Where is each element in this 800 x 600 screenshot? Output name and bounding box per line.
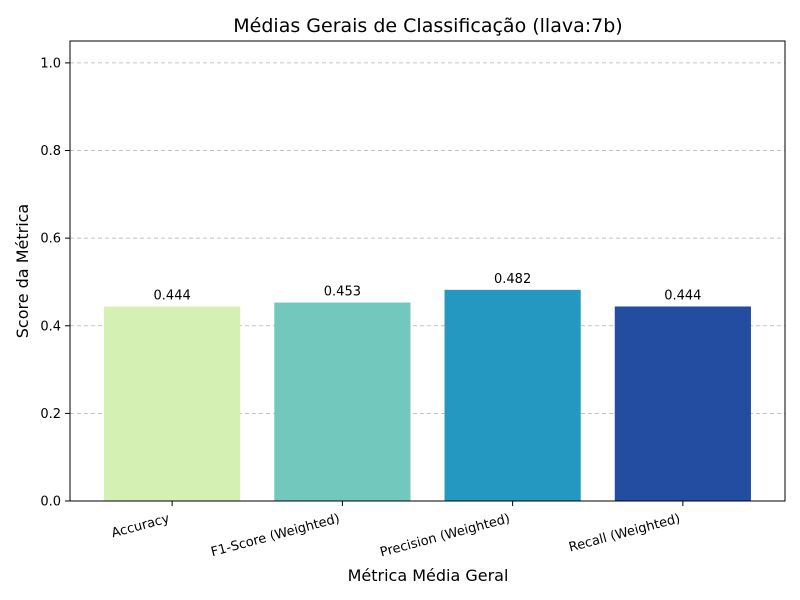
y-tick-label: 0.2 xyxy=(40,407,61,422)
x-axis-label: Métrica Média Geral xyxy=(348,566,509,585)
bar-value-label: 0.482 xyxy=(494,272,531,287)
bar-value-labels: 0.444 0.453 0.482 0.444 xyxy=(154,272,702,304)
y-axis-ticks: 0.0 0.2 0.4 0.6 0.8 1.0 xyxy=(40,56,70,510)
y-axis-label: Score da Métrica xyxy=(13,204,32,339)
x-tick-label: Recall (Weighted) xyxy=(567,511,682,555)
bar-value-label: 0.444 xyxy=(154,288,191,303)
y-tick-label: 0.4 xyxy=(40,319,61,334)
chart-title: Médias Gerais de Classificação (llava:7b… xyxy=(233,15,622,37)
y-tick-label: 0.0 xyxy=(40,495,61,510)
bar xyxy=(104,306,241,501)
plot-frame xyxy=(69,40,786,502)
y-tick-label: 0.8 xyxy=(40,144,61,159)
x-tick-label: F1-Score (Weighted) xyxy=(209,511,341,560)
y-tick-label: 1.0 xyxy=(40,56,61,71)
bar-value-label: 0.444 xyxy=(664,288,701,303)
bar-value-label: 0.453 xyxy=(324,285,361,300)
bars xyxy=(104,289,751,501)
x-tick-label: Precision (Weighted) xyxy=(379,511,512,560)
x-tick-label: Accuracy xyxy=(110,511,172,541)
bar xyxy=(614,306,751,501)
bar xyxy=(274,302,411,501)
y-tick-label: 0.6 xyxy=(40,232,61,247)
x-axis-ticks: Accuracy F1-Score (Weighted) Precision (We… xyxy=(110,501,684,561)
bar xyxy=(444,289,581,501)
